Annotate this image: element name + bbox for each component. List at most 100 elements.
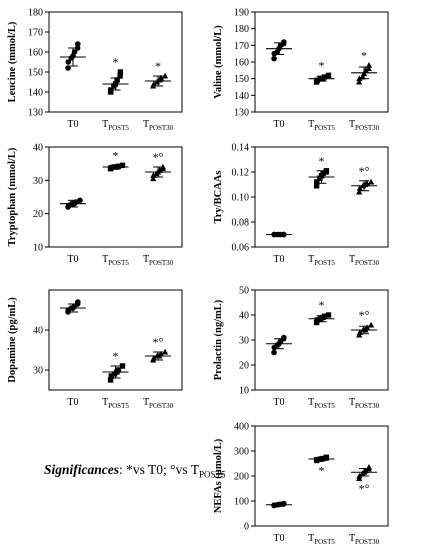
- y-tick-label: 170: [28, 28, 43, 39]
- x-category-main: T: [349, 397, 355, 408]
- x-category-main: T: [143, 119, 149, 130]
- data-point: [157, 74, 165, 81]
- data-point: [321, 74, 328, 80]
- data-point: [108, 373, 114, 379]
- data-point: [325, 312, 332, 318]
- plot-frame: [48, 11, 183, 113]
- significance-annotation: *°: [359, 482, 370, 496]
- x-category-main: T: [102, 397, 108, 408]
- x-category-label: T0: [67, 397, 78, 408]
- y-tick-label: 40: [239, 311, 249, 322]
- significance-annotation: *: [319, 298, 325, 312]
- data-point: [65, 65, 71, 71]
- x-category-label: TPOST5: [102, 397, 129, 410]
- significance-annotation: *: [361, 48, 367, 62]
- y-tick-label: 130: [234, 108, 249, 119]
- x-category-sub: POST30: [149, 402, 174, 410]
- data-point: [115, 163, 122, 170]
- y-axis-label: Try/BCAAs: [213, 171, 224, 224]
- x-category-main: T: [102, 254, 108, 265]
- x-category-main: T0: [67, 119, 78, 130]
- significance-circle: °: [170, 462, 176, 477]
- data-point: [150, 175, 157, 182]
- y-axis-label: Leucine (mmol/L): [7, 21, 18, 102]
- y-tick-label: 30: [33, 366, 43, 377]
- y-tick-label: 400: [234, 422, 249, 433]
- x-category-label: TPOST30: [349, 119, 380, 132]
- y-tick-label: 0.12: [232, 168, 250, 179]
- x-category-main: T: [102, 119, 108, 130]
- data-point: [365, 65, 372, 72]
- data-point: [119, 363, 126, 369]
- y-tick-label: 30: [239, 336, 249, 347]
- significance-annotation: *: [113, 148, 119, 162]
- y-tick-label: 300: [234, 447, 249, 458]
- significance-annotation: *: [113, 349, 119, 363]
- data-point: [115, 367, 122, 373]
- y-tick-label: 20: [33, 209, 43, 220]
- significance-circle-sub: POST5: [198, 469, 226, 480]
- plot-frame: [48, 146, 183, 248]
- y-tick-label: 100: [234, 497, 249, 508]
- y-tick-label: 180: [234, 24, 249, 35]
- significance-annotation: *: [113, 55, 119, 69]
- x-category-label: T0: [273, 119, 284, 130]
- y-tick-label: 40: [33, 326, 43, 337]
- x-category-main: T: [349, 533, 355, 544]
- x-category-sub: POST5: [108, 124, 129, 132]
- x-category-sub: POST5: [314, 402, 335, 410]
- data-point: [150, 354, 157, 361]
- x-category-label: TPOST5: [102, 119, 129, 132]
- x-category-sub: POST5: [314, 259, 335, 267]
- x-category-label: T0: [67, 254, 78, 265]
- x-category-main: T0: [67, 397, 78, 408]
- data-point: [75, 299, 81, 305]
- x-category-main: T: [349, 254, 355, 265]
- y-tick-label: 160: [234, 58, 249, 69]
- data-point: [161, 348, 169, 355]
- x-category-label: T0: [273, 533, 284, 544]
- x-category-label: TPOST30: [349, 533, 380, 546]
- significance-annotation: *°: [359, 308, 370, 322]
- y-axis-label: Dopamine (pg/mL): [7, 297, 18, 383]
- y-tick-label: 20: [239, 361, 249, 372]
- data-point: [117, 73, 123, 79]
- y-axis-label: Valine (mmol/L): [213, 25, 224, 99]
- y-tick-label: 0: [244, 522, 249, 533]
- data-point: [161, 72, 169, 79]
- data-point: [107, 377, 114, 383]
- significance-note: Significances: *vs T0; °vs TPOST5: [44, 462, 225, 480]
- data-point: [108, 164, 114, 171]
- data-point: [117, 69, 124, 75]
- x-category-label: TPOST30: [349, 254, 380, 267]
- x-category-sub: POST30: [149, 124, 174, 132]
- y-tick-label: 200: [234, 472, 249, 483]
- x-category-sub: POST30: [355, 259, 380, 267]
- y-tick-label: 180: [28, 8, 43, 19]
- data-point: [367, 178, 375, 185]
- significance-star-text: vs T0;: [132, 462, 171, 477]
- y-tick-label: 170: [234, 41, 249, 52]
- significance-annotation: *: [319, 58, 325, 72]
- y-tick-label: 140: [234, 91, 249, 102]
- data-point: [363, 324, 371, 330]
- significance-lead: Significances: [44, 462, 120, 477]
- significance-annotation: *: [155, 59, 161, 73]
- x-category-label: TPOST5: [308, 533, 335, 546]
- y-axis-label: Tryptophan (mmol/L): [7, 147, 18, 246]
- x-category-main: T: [349, 119, 355, 130]
- y-tick-label: 50: [239, 286, 249, 297]
- y-tick-label: 130: [28, 108, 43, 119]
- x-category-label: TPOST5: [308, 119, 335, 132]
- x-category-label: T0: [67, 119, 78, 130]
- data-point: [320, 170, 326, 176]
- data-point: [271, 55, 277, 62]
- x-category-sub: POST5: [108, 402, 129, 410]
- data-point: [150, 172, 157, 178]
- data-point: [271, 349, 277, 356]
- x-category-main: T0: [273, 533, 284, 544]
